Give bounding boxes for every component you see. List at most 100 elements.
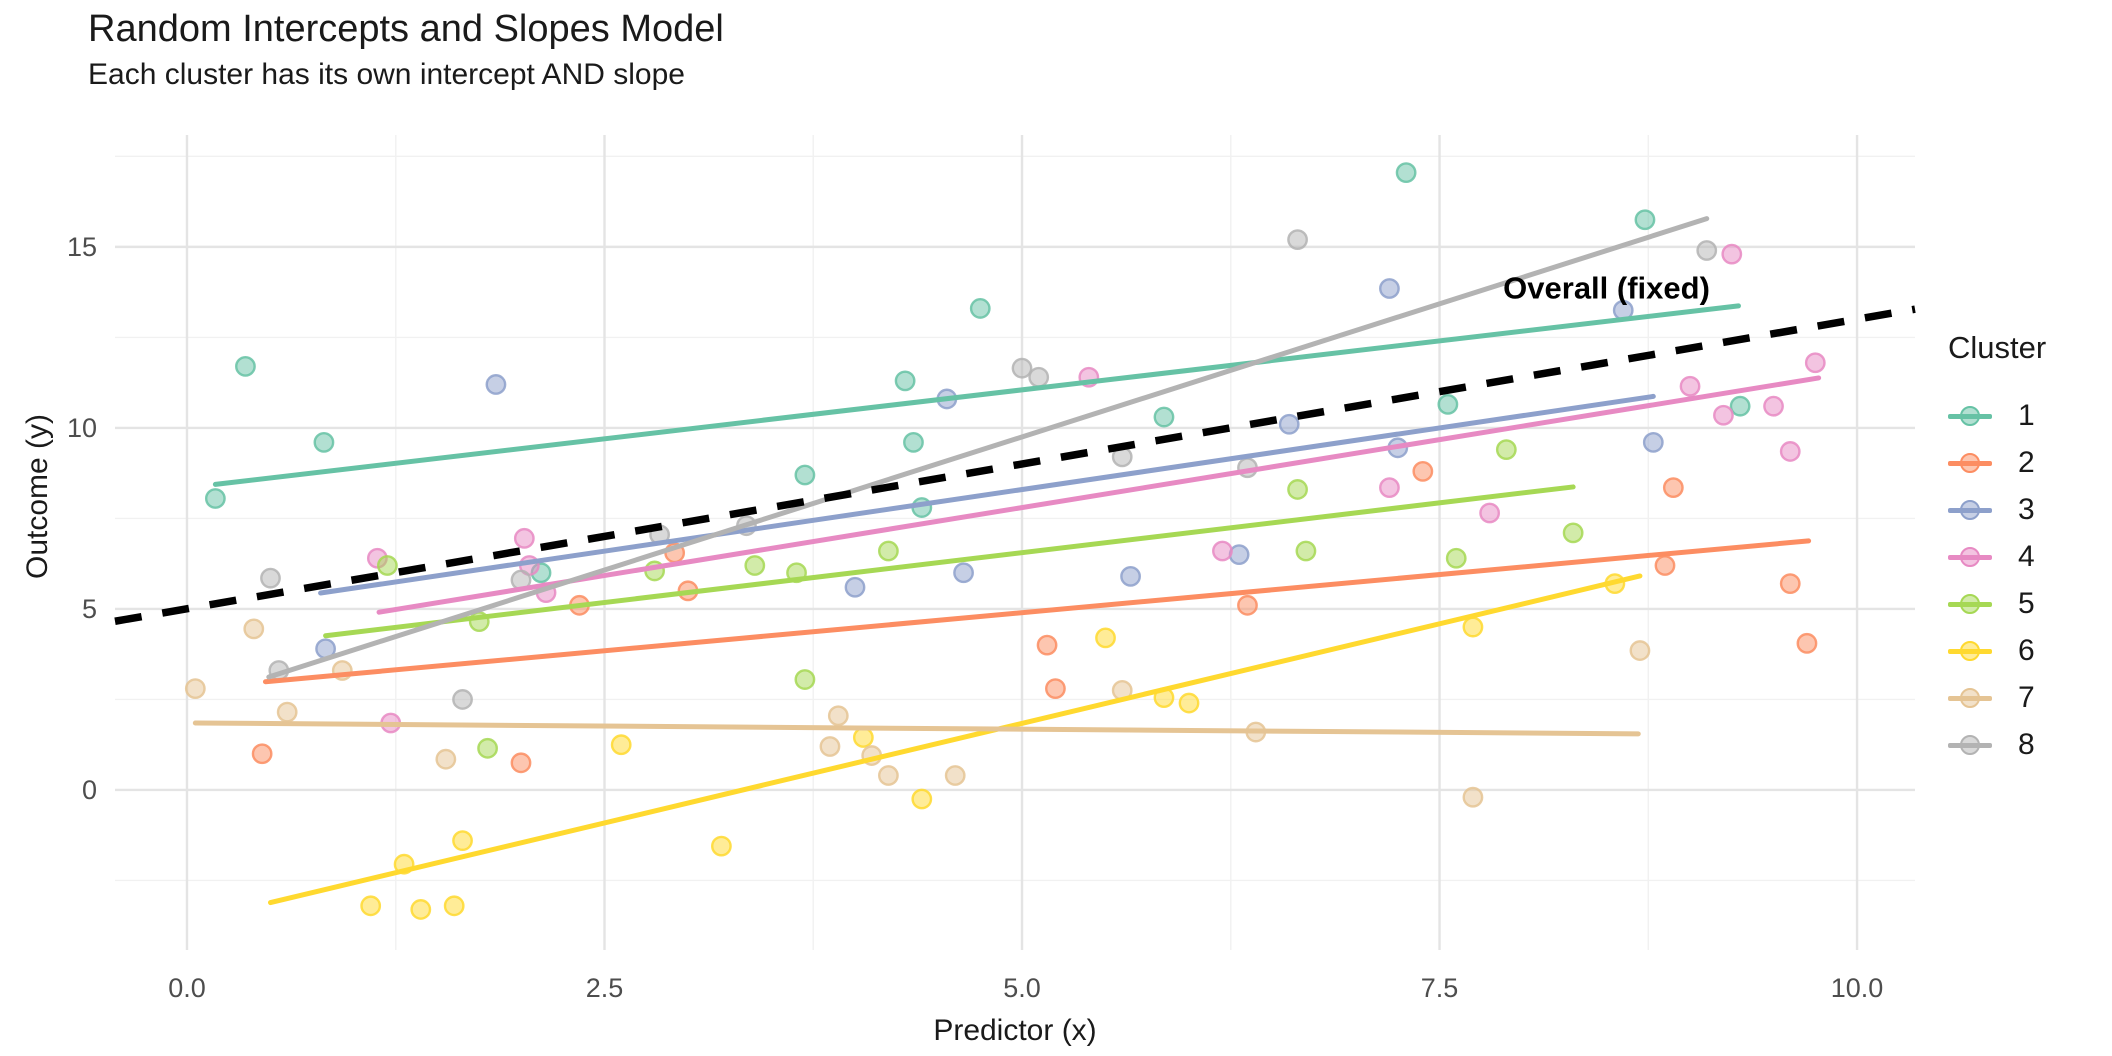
legend-item-2: 2 [1948,439,2046,486]
data-point [435,748,457,770]
data-point [313,431,335,453]
data-point [1237,594,1258,616]
data-point [1634,209,1656,231]
y-tick-label: 5 [82,594,97,624]
data-point [794,464,816,486]
legend-label: 8 [2018,727,2035,761]
data-point [852,727,874,748]
minor-gridlines [115,135,1915,950]
data-point [1412,460,1434,482]
legend-items: 1 2 3 4 5 6 7 8 [1948,392,2046,768]
overall-line-label: Overall (fixed) [1503,271,1710,306]
legend-key-icon [1948,498,1992,522]
data-point [903,431,924,453]
legend-label: 1 [2018,398,2035,432]
data-point [1662,477,1684,499]
cluster-7-points [184,618,1651,808]
legend-label: 3 [2018,492,2035,526]
data-point [911,788,933,810]
data-point [711,835,732,857]
legend-key-icon [1948,404,1992,428]
data-point [485,374,507,395]
data-point [1287,229,1308,251]
data-point [1462,786,1484,808]
data-point [360,895,382,917]
data-point [878,540,899,562]
data-point [510,752,532,774]
y-axis-title: Outcome (y) [21,413,54,579]
data-point [819,736,841,757]
data-point [894,370,916,392]
legend-item-3: 3 [1948,486,2046,533]
cluster-6-points [360,573,1626,920]
legend-label: 5 [2018,586,2035,620]
data-point [243,618,265,640]
x-tick-label: 5.0 [1003,973,1041,1003]
data-point [410,899,432,920]
legend-item-4: 4 [1948,533,2046,580]
data-point [1278,413,1300,435]
data-point [1629,640,1651,661]
data-point [443,895,465,917]
data-point [1445,547,1467,569]
data-point [376,555,398,576]
cluster-1-regression-line [212,303,1741,487]
cluster-2-regression-line [262,538,1812,685]
x-axis-title: Predictor (x) [933,1014,1097,1047]
data-point [610,734,632,756]
cluster-4-points [366,243,1826,734]
overall-fixed-line [114,305,1916,625]
data-point [1763,395,1784,417]
data-point [1036,634,1058,656]
cluster-5-regression-line [323,484,1576,639]
data-point [260,567,281,589]
data-point [1729,395,1751,417]
data-point [1696,240,1718,261]
data-point [1713,404,1734,426]
legend: Cluster 1 2 3 4 5 6 7 8 [1948,330,2046,768]
legend-key-icon [1948,733,1992,757]
data-point [1379,278,1400,299]
data-point [452,689,473,710]
data-point [452,830,473,852]
legend-label: 6 [2018,633,2035,667]
chart-subtitle: Each cluster has its own intercept AND s… [88,58,685,91]
x-tick-label: 0.0 [168,973,206,1003]
data-point [1437,393,1459,415]
data-point [251,743,273,765]
data-point [1654,555,1676,576]
y-tick-label: 10 [67,413,97,443]
cluster-3-regression-line [318,393,1656,596]
data-point [1804,352,1826,374]
major-gridlines [115,135,1915,950]
data-point [1462,616,1484,638]
data-point [184,678,206,699]
legend-key-icon [1948,639,1992,663]
legend-key-icon [1948,545,1992,569]
legend-item-7: 7 [1948,674,2046,721]
data-point [1153,406,1175,428]
legend-label: 7 [2018,680,2035,714]
data-point [1212,540,1233,562]
cluster-5-points [376,439,1584,759]
data-point [1228,544,1250,566]
legend-key-icon [1948,686,1992,710]
data-point [827,705,849,727]
cluster-8-regression-line [266,216,1710,680]
data-point [744,555,766,576]
x-tick-label: 7.5 [1421,973,1459,1003]
data-point [1028,366,1050,388]
data-point [1562,522,1584,544]
data-point [1295,540,1317,562]
data-point [1045,678,1066,699]
data-point [1178,692,1200,714]
data-point [1011,357,1033,379]
data-point [276,701,298,723]
cluster-7-regression-line [192,720,1641,737]
data-point [235,355,256,377]
cluster-6-regression-line [267,573,1643,906]
data-point [1679,375,1701,397]
cluster-3-points [315,278,1664,660]
